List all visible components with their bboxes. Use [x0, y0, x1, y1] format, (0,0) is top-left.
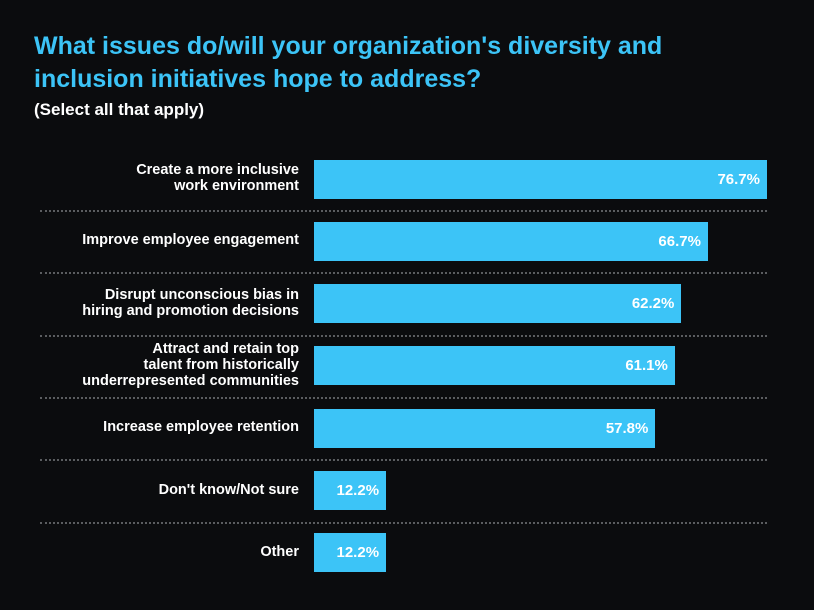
row-separator [40, 521, 767, 524]
value-label: 61.1% [625, 357, 668, 375]
bar: 57.8% [314, 408, 656, 448]
value-label: 76.7% [717, 170, 760, 188]
category-label: Other [260, 543, 299, 560]
value-label: 57.8% [605, 419, 649, 437]
bar: 66.7% [314, 221, 708, 261]
bar: 61.1% [314, 346, 675, 386]
value-label: 62.2% [631, 295, 675, 313]
category-label: Improve employee engagement [82, 232, 299, 249]
value-label: 12.2% [336, 544, 380, 562]
bar: 76.7% [314, 159, 767, 199]
row-separator [40, 459, 767, 462]
category-label: Increase employee retention [103, 419, 299, 436]
row-separator [40, 210, 767, 213]
row-separator [40, 272, 767, 275]
bar: 12.2% [314, 471, 387, 510]
category-label: Attract and retain top talent from histo… [82, 340, 299, 389]
bar: 62.2% [314, 284, 682, 324]
row-separator [40, 397, 767, 400]
chart-subtitle: (Select all that apply) [34, 100, 205, 119]
category-label: Disrupt unconscious bias in hiring and p… [82, 286, 299, 319]
category-label: Don't know/Not sure [158, 481, 299, 498]
value-label: 12.2% [336, 482, 380, 499]
row-separator [40, 334, 767, 337]
value-label: 66.7% [658, 232, 701, 250]
chart-title: What issues do/will your organization's … [34, 32, 663, 93]
bar: 12.2% [314, 533, 387, 573]
category-label: Create a more inclusive work environment [136, 162, 299, 194]
